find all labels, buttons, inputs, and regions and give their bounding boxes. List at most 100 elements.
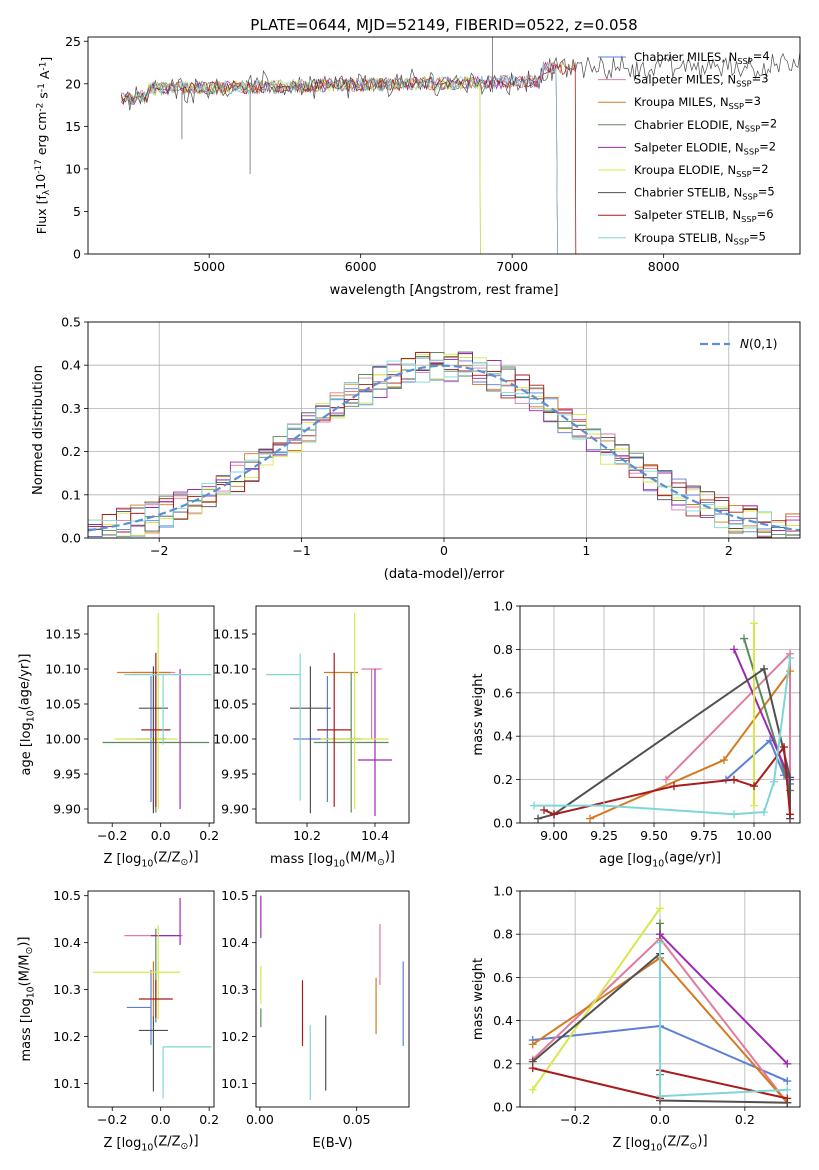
y-tick-label: 0.6 <box>493 970 513 985</box>
legend-label: Salpeter STELIB, NSSP=6 <box>634 207 774 224</box>
mass-weight-marker-salpeter-stelib <box>783 1094 792 1103</box>
x-tick-label: 7000 <box>496 259 528 274</box>
spectrum-line-kroupa-elodie <box>121 75 481 254</box>
y-tick-label: 9.95 <box>221 767 249 782</box>
mass-weight-vs-age-panel: 9.00 9.25 9.50 9.75 10.00 0.0 0.2 0.4 0.6 0.8 1.0 a… <box>471 599 801 870</box>
y-axis-label: mass weight <box>471 958 486 1040</box>
x-axis-label: age [log10(age/yr)] <box>599 851 721 870</box>
y-tick-label: 10.4 <box>53 935 81 950</box>
y-tick-label: 10.00 <box>45 732 81 747</box>
y-tick-label: 10.10 <box>45 662 81 677</box>
x-tick-label: 6000 <box>345 259 377 274</box>
legend: Chabrier MILES, NSSP=4 Salpeter MILES, NS… <box>598 49 777 247</box>
mass-weight-marker-chabrier-miles <box>783 1077 792 1086</box>
y-tick-label: 10.05 <box>213 697 249 712</box>
y-tick-label: 10.1 <box>221 1076 249 1091</box>
x-tick-label: −0.2 <box>97 1112 127 1127</box>
mass-vs-metallicity-panel: −0.2 0.0 0.2 10.1 10.2 10.3 10.4 10.5 Z [log10(Z… <box>16 888 219 1153</box>
mass-weight-marker-salpeter-miles <box>662 775 670 784</box>
y-tick-label: 0.0 <box>493 816 513 831</box>
mass-weight-marker-chabrier-elodie <box>740 634 748 643</box>
x-axis-label: mass [log10(M/M⊙)] <box>270 849 395 869</box>
y-tick-label: 0.2 <box>493 1056 513 1071</box>
mass-weight-marker-salpeter-stelib <box>540 805 548 814</box>
y-axis-label: mass [log10(M/M⊙)] <box>16 937 36 1062</box>
plot-area <box>266 613 392 816</box>
y-tick-label: 10.15 <box>45 627 81 642</box>
y-tick-label: 10.15 <box>213 627 249 642</box>
x-tick-label: 5000 <box>193 259 225 274</box>
x-tick-label: 8000 <box>648 259 680 274</box>
y-tick-label: 0.5 <box>61 315 81 330</box>
x-axis-label: Z [log10(Z/Z⊙)] <box>612 1133 707 1153</box>
x-tick-label: 0.0 <box>151 1112 171 1127</box>
x-axis-label: (data-model)/error <box>384 567 505 582</box>
legend-label: Kroupa MILES, NSSP=3 <box>634 94 761 111</box>
plot-area <box>530 619 794 823</box>
y-tick-label: 0.0 <box>61 531 81 546</box>
x-tick-label: 10.2 <box>293 828 321 843</box>
mass-weight-vs-metallicity-panel: −0.2 0.0 0.2 0.0 0.2 0.4 0.6 0.8 1.0 Z [log10(Z/Z… <box>471 884 801 1153</box>
x-tick-label: 0.2 <box>735 1112 755 1127</box>
x-tick-label: 0 <box>440 543 448 558</box>
y-tick-label: 0.2 <box>493 772 513 787</box>
plot-area <box>260 895 404 1100</box>
legend-label: Kroupa ELODIE, NSSP=2 <box>634 162 769 179</box>
mass-vs-ebv-panel: 0.00 0.05 10.1 10.2 10.3 10.4 10.5 E(B-V) <box>221 888 410 1151</box>
y-axis-label: mass weight <box>471 673 486 755</box>
y-tick-label: 0.4 <box>61 358 81 373</box>
mass-weight-marker-salpeter-elodie <box>730 645 738 654</box>
mass-weight-marker-salpeter-elodie <box>783 1059 792 1068</box>
axes-frame <box>87 36 801 255</box>
y-tick-label: 10.05 <box>45 697 81 712</box>
x-axis-label: wavelength [Angstrom, rest frame] <box>330 283 559 298</box>
mass-weight-marker-kroupa-stelib <box>783 1085 792 1094</box>
plot-area <box>528 904 792 1107</box>
x-tick-label: 0.00 <box>246 1112 274 1127</box>
y-tick-label: 10.5 <box>221 888 249 903</box>
y-tick-label: 10 <box>65 161 81 176</box>
mass-weight-line-kroupa-elodie <box>531 907 661 1091</box>
spectrum-line-chabrier-stelib <box>121 51 800 111</box>
mass-weight-marker-kroupa-miles <box>528 1040 537 1049</box>
legend-label: Chabrier ELODIE, NSSP=2 <box>634 117 777 134</box>
mass-weight-marker-salpeter-stelib <box>730 775 738 784</box>
axes-frame <box>255 605 410 824</box>
x-tick-label: −2 <box>150 543 168 558</box>
y-axis-label: Normed distribution <box>31 365 46 495</box>
mass-weight-line-chabrier-elodie <box>743 638 791 791</box>
y-tick-label: 1.0 <box>493 884 513 899</box>
legend-label: Chabrier MILES, NSSP=4 <box>634 49 770 66</box>
x-tick-label: 10.00 <box>736 828 772 843</box>
x-tick-label: −1 <box>292 543 310 558</box>
x-tick-label: −0.2 <box>560 1112 590 1127</box>
y-tick-label: 10.2 <box>221 1029 249 1044</box>
y-tick-label: 0 <box>73 247 81 262</box>
plot-area <box>92 898 212 1099</box>
axes-frame <box>519 605 801 824</box>
y-tick-label: 15 <box>65 119 81 134</box>
x-tick-label: 0.2 <box>199 828 219 843</box>
x-tick-label: −0.2 <box>97 828 127 843</box>
mass-weight-marker-salpeter-stelib <box>750 782 758 791</box>
y-tick-label: 0.3 <box>61 401 81 416</box>
y-tick-label: 10.2 <box>53 1029 81 1044</box>
mass-weight-marker-kroupa-stelib <box>656 1092 664 1101</box>
y-tick-label: 0.8 <box>493 927 513 942</box>
mass-weight-marker-salpeter-stelib <box>780 743 788 752</box>
mass-weight-marker-kroupa-stelib <box>770 777 778 786</box>
x-tick-label: 0.0 <box>650 1112 670 1127</box>
y-tick-label: 9.90 <box>221 802 249 817</box>
mass-weight-marker-salpeter-stelib <box>786 810 794 819</box>
y-tick-label: 0.4 <box>493 1013 513 1028</box>
x-tick-label: 9.00 <box>540 828 568 843</box>
mass-weight-marker-kroupa-miles <box>586 814 594 823</box>
mass-weight-marker-salpeter-elodie <box>656 930 664 939</box>
spectrum-line-chabrier-miles <box>120 66 558 254</box>
mass-weight-marker-salpeter-stelib <box>550 810 558 819</box>
mass-weight-marker-kroupa-stelib <box>656 938 664 947</box>
y-tick-label: 10.10 <box>213 662 249 677</box>
legend-label: Salpeter ELODIE, NSSP=2 <box>634 139 776 156</box>
age-vs-metallicity-panel: −0.2 0.0 0.2 9.90 9.95 10.00 10.05 10.10 10.15 Z … <box>18 605 219 869</box>
mass-weight-marker-kroupa-miles <box>720 756 728 765</box>
